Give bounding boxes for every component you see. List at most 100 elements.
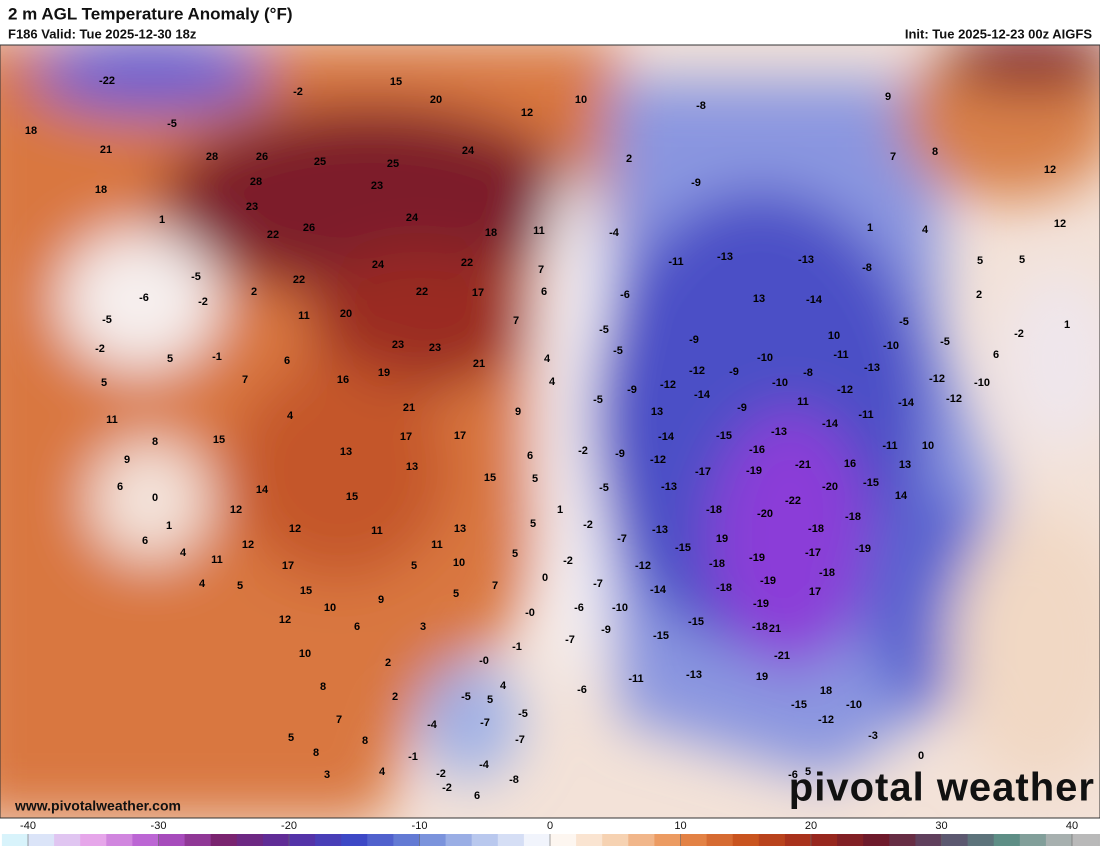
logo: pivotal weather — [789, 766, 1095, 810]
anomaly-label: -2 — [198, 296, 208, 308]
anomaly-label: 11 — [298, 310, 310, 322]
anomaly-label: 8 — [152, 436, 158, 448]
anomaly-label: 13 — [899, 459, 911, 471]
anomaly-label: -2 — [583, 519, 593, 531]
anomaly-label: -13 — [798, 254, 814, 266]
anomaly-label: -22 — [99, 75, 115, 87]
anomaly-label: 4 — [922, 224, 929, 236]
anomaly-label: 5 — [288, 732, 294, 744]
anomaly-label: 1 — [557, 504, 563, 516]
anomaly-label: 21 — [473, 358, 485, 370]
anomaly-label: 17 — [282, 560, 294, 572]
colorbar-cell — [758, 834, 786, 846]
anomaly-label: -17 — [805, 547, 821, 559]
anomaly-label: 7 — [242, 374, 248, 386]
anomaly-label: 17 — [454, 430, 466, 442]
anomaly-label: -13 — [661, 481, 677, 493]
anomaly-label: 5 — [512, 548, 518, 560]
anomaly-label: -11 — [882, 440, 897, 452]
anomaly-label: -11 — [833, 349, 848, 361]
anomaly-label: -18 — [709, 558, 725, 570]
anomaly-label: -18 — [706, 504, 722, 516]
anomaly-label: 15 — [346, 491, 358, 503]
anomaly-label: 21 — [769, 623, 781, 635]
colorbar-cell — [471, 834, 499, 846]
anomaly-label: -7 — [565, 634, 575, 646]
anomaly-label: 1 — [1064, 319, 1070, 331]
anomaly-label: -10 — [772, 377, 788, 389]
anomaly-label: 24 — [462, 145, 475, 157]
anomaly-label: 12 — [1054, 218, 1066, 230]
anomaly-label: 12 — [289, 523, 301, 535]
anomaly-label: 8 — [320, 681, 326, 693]
anomaly-label: -2 — [95, 343, 105, 355]
anomaly-label: 22 — [461, 257, 473, 269]
anomaly-label: -9 — [615, 448, 625, 460]
colorbar-cell — [367, 834, 394, 846]
colorbar-cell — [1098, 834, 1100, 846]
anomaly-label: -18 — [752, 621, 768, 633]
anomaly-label: -10 — [883, 340, 899, 352]
anomaly-label: 1 — [159, 214, 165, 226]
anomaly-label: -15 — [716, 430, 732, 442]
anomaly-label: 15 — [390, 76, 402, 88]
colorbar-tick-label: -40 — [20, 820, 36, 832]
anomaly-label: -12 — [635, 560, 651, 572]
anomaly-label: 15 — [300, 585, 312, 597]
colorbar-tick-label: 20 — [805, 820, 817, 832]
anomaly-label: -3 — [868, 730, 878, 742]
colorbar-cell — [889, 834, 916, 846]
colorbar-cell — [262, 834, 290, 846]
anomaly-label: -12 — [689, 365, 705, 377]
anomaly-label: 23 — [429, 342, 441, 354]
anomaly-label: -5 — [461, 691, 471, 703]
colorbar-cell — [550, 834, 577, 846]
anomaly-label: 5 — [167, 353, 173, 365]
anomaly-label: 28 — [250, 176, 262, 188]
anomaly-label: 10 — [575, 94, 587, 106]
colorbar-cell — [784, 834, 812, 846]
anomaly-label: -4 — [427, 719, 438, 731]
anomaly-label: 6 — [993, 349, 999, 361]
anomaly-label: -13 — [686, 669, 702, 681]
anomaly-label: 7 — [890, 151, 896, 163]
anomaly-label: -19 — [760, 575, 776, 587]
anomaly-label: 4 — [500, 680, 507, 692]
anomaly-label: 5 — [101, 377, 107, 389]
anomaly-label: -11 — [628, 673, 643, 685]
colorbar: -40 -30 -20 -10 0 10 20 30 40 — [1, 820, 1100, 846]
anomaly-label: 15 — [213, 434, 225, 446]
colorbar-tick-label: 10 — [674, 820, 686, 832]
anomaly-label: 6 — [284, 355, 290, 367]
anomaly-label: -15 — [863, 477, 879, 489]
anomaly-label: -18 — [716, 582, 732, 594]
anomaly-label: 10 — [299, 648, 311, 660]
anomaly-label: -5 — [599, 482, 609, 494]
colorbar-tick-label: 30 — [935, 820, 947, 832]
anomaly-label: 12 — [521, 107, 533, 119]
colorbar-cell — [210, 834, 238, 846]
anomaly-label: -5 — [518, 708, 528, 720]
anomaly-label: 16 — [844, 458, 856, 470]
anomaly-label: 17 — [472, 287, 484, 299]
anomaly-label: 3 — [420, 621, 426, 633]
anomaly-label: -6 — [788, 769, 798, 781]
colorbar-cell — [158, 834, 186, 846]
anomaly-label: 14 — [895, 490, 908, 502]
anomaly-label: 20 — [340, 308, 352, 320]
anomaly-label: -9 — [627, 384, 637, 396]
anomaly-label: 0 — [542, 572, 548, 584]
colorbar-cell — [315, 834, 342, 846]
colorbar-cell — [419, 834, 447, 846]
colorbar-cell — [680, 834, 708, 846]
anomaly-label: 14 — [256, 484, 269, 496]
anomaly-label: 4 — [379, 766, 386, 778]
anomaly-label: -19 — [753, 598, 769, 610]
anomaly-label: 19 — [756, 671, 768, 683]
colorbar-cell — [523, 834, 551, 846]
website: www.pivotalweather.com — [14, 798, 181, 814]
anomaly-label: -4 — [609, 227, 620, 239]
anomaly-label: -7 — [617, 533, 627, 545]
